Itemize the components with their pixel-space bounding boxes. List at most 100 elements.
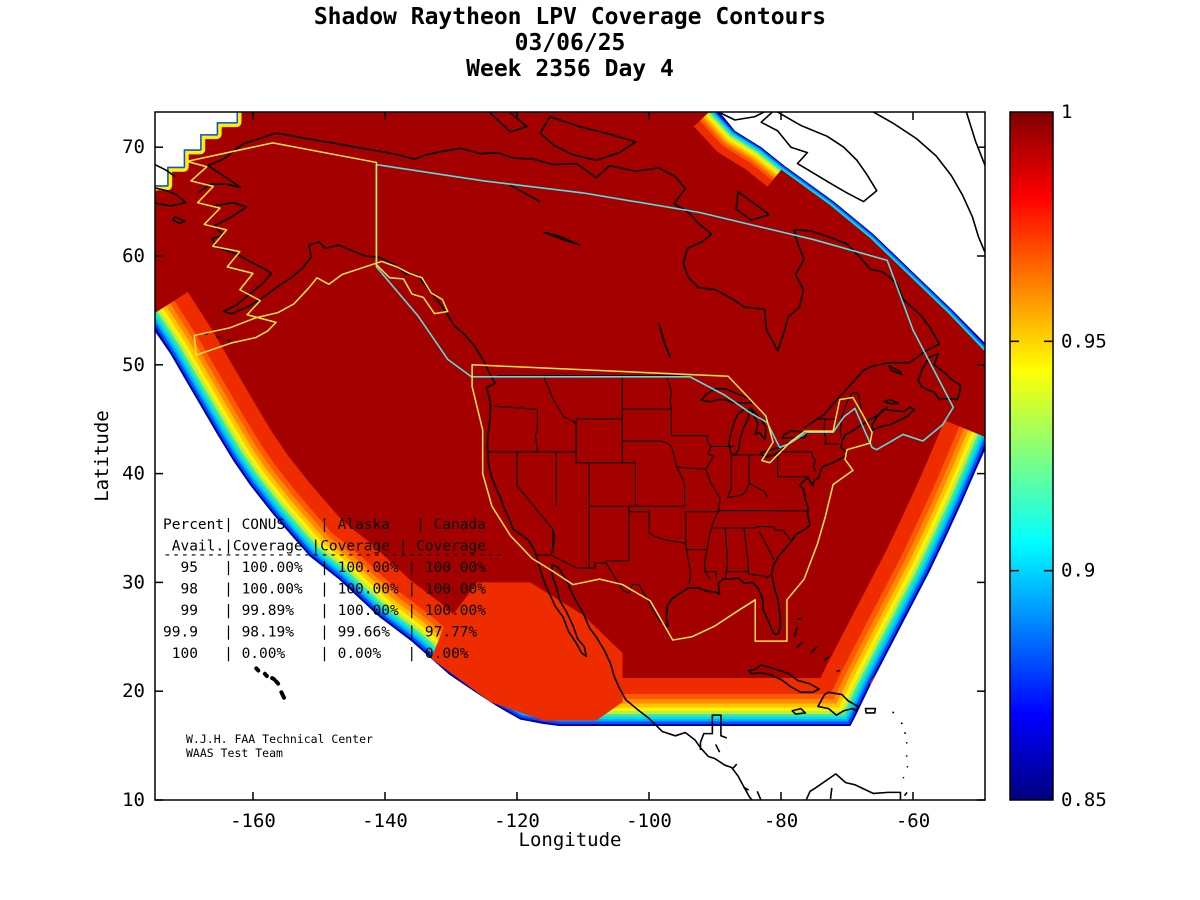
state-boundary <box>517 452 553 553</box>
x-tick-label: -60 <box>896 810 930 832</box>
coastline <box>870 110 985 254</box>
attribution-line-2: WAAS Test Team <box>186 746 283 760</box>
state-boundary <box>728 455 731 497</box>
colorbar <box>1009 111 1054 801</box>
state-boundary <box>494 406 538 409</box>
conus-service-boundary <box>472 365 872 641</box>
y-tick-label: 40 <box>122 463 145 485</box>
colorbar-tick-label: 1 <box>1061 101 1072 123</box>
axis-tick-labels: -160 -140 -120 -100 -80 -60 70 60 50 40 30 20 10 <box>122 136 930 832</box>
lake-outline <box>510 185 540 201</box>
coverage-table-line: 99 | 99.89% | 100.00% | 100.00% <box>163 603 486 619</box>
figure-date: 03/06/25 <box>515 30 626 56</box>
axes-frame <box>154 111 986 801</box>
state-boundary <box>812 452 816 472</box>
coastline <box>918 354 960 400</box>
coastline <box>173 217 185 224</box>
x-tick-label: -80 <box>764 810 798 832</box>
state-boundary <box>686 543 691 583</box>
state-boundary <box>824 444 839 445</box>
map-area <box>152 108 986 812</box>
coverage-table-line: 100 | 0.00% | 0.00% | 0.00% <box>163 646 469 662</box>
state-boundary <box>744 528 749 574</box>
y-tick-label: 30 <box>122 571 145 593</box>
coverage-table-line: --------------------------------------- <box>163 547 503 563</box>
coastline <box>893 712 908 796</box>
state-boundary <box>749 483 768 497</box>
coastline <box>487 110 527 132</box>
coastline <box>736 192 769 220</box>
coverage-stats-table: Percent| CONUS | Alaska | Canada Avail.|… <box>163 517 503 662</box>
coastline <box>818 692 858 715</box>
figure-week-day: Week 2356 Day 4 <box>466 56 674 82</box>
state-boundary <box>667 376 671 409</box>
y-tick-label: 60 <box>122 245 145 267</box>
coastline <box>666 407 888 634</box>
coastline <box>966 110 986 167</box>
state-boundary <box>706 446 721 510</box>
coverage-table-line: Percent| CONUS | Alaska | Canada <box>163 517 486 533</box>
plot-border <box>154 111 986 801</box>
geography-layer <box>153 110 986 812</box>
y-tick-label: 10 <box>122 789 145 811</box>
state-boundary <box>728 483 749 497</box>
colorbar-border <box>1009 111 1054 801</box>
contour-band <box>714 108 785 166</box>
coastline <box>153 164 175 177</box>
y-tick-label: 50 <box>122 354 145 376</box>
lake-outline <box>543 232 579 245</box>
state-boundary <box>536 555 606 568</box>
state-boundary <box>753 526 791 540</box>
coastline <box>761 110 877 201</box>
state-boundary <box>770 511 809 512</box>
state-boundary <box>551 529 554 554</box>
coastline <box>153 187 186 205</box>
state-boundary <box>649 533 686 543</box>
canada-service-boundary <box>376 165 953 450</box>
y-tick-label: 20 <box>122 680 145 702</box>
x-tick-label: -120 <box>494 810 540 832</box>
coastline <box>794 618 840 671</box>
alaska-service-boundary <box>187 143 448 355</box>
x-tick-label: -140 <box>362 810 408 832</box>
coastline <box>715 110 768 120</box>
axis-ticks <box>155 112 985 801</box>
coastline <box>540 117 636 161</box>
coastline <box>801 774 901 812</box>
x-tick-label: -100 <box>626 810 672 832</box>
contour-band <box>152 109 236 188</box>
x-axis-label: Longitude <box>519 829 622 851</box>
coastline <box>889 366 902 375</box>
coverage-table-line: 98 | 100.00% | 100.00% | 100.00% <box>163 582 486 598</box>
state-boundary <box>824 419 826 443</box>
high-availability-red-patch <box>431 582 623 721</box>
coastline <box>700 715 726 750</box>
y-axis-label: Latitude <box>91 410 113 502</box>
state-boundary <box>543 376 576 452</box>
colorbar-tick-label: 0.9 <box>1061 560 1095 582</box>
state-boundary <box>842 393 861 415</box>
coastline <box>749 665 820 692</box>
lake-outline <box>659 323 670 357</box>
state-boundary <box>759 531 774 559</box>
coastline <box>884 400 899 404</box>
state-boundary <box>704 572 716 580</box>
colorbar-tick-label: 0.85 <box>1061 789 1107 811</box>
coastline <box>792 709 805 714</box>
coverage-table-line: 95 | 100.00% | 100.00% | 100.00% <box>163 560 486 576</box>
coastline <box>212 203 755 804</box>
state-boundary <box>671 446 684 483</box>
colorbar-tick-label: 0.95 <box>1061 330 1107 352</box>
state-boundary <box>606 563 668 627</box>
coverage-table-line: Avail.|Coverage |Coverage | Coverage <box>163 539 486 555</box>
coastline <box>865 709 875 713</box>
hawaii-islands <box>256 668 284 697</box>
coastline <box>872 407 914 430</box>
state-boundary <box>707 436 711 447</box>
colorbar-ticks: 1 0.95 0.9 0.85 <box>1010 101 1107 811</box>
colorbar-gradient <box>1010 112 1053 800</box>
state-boundary <box>622 441 671 446</box>
x-tick-label: -160 <box>230 810 276 832</box>
